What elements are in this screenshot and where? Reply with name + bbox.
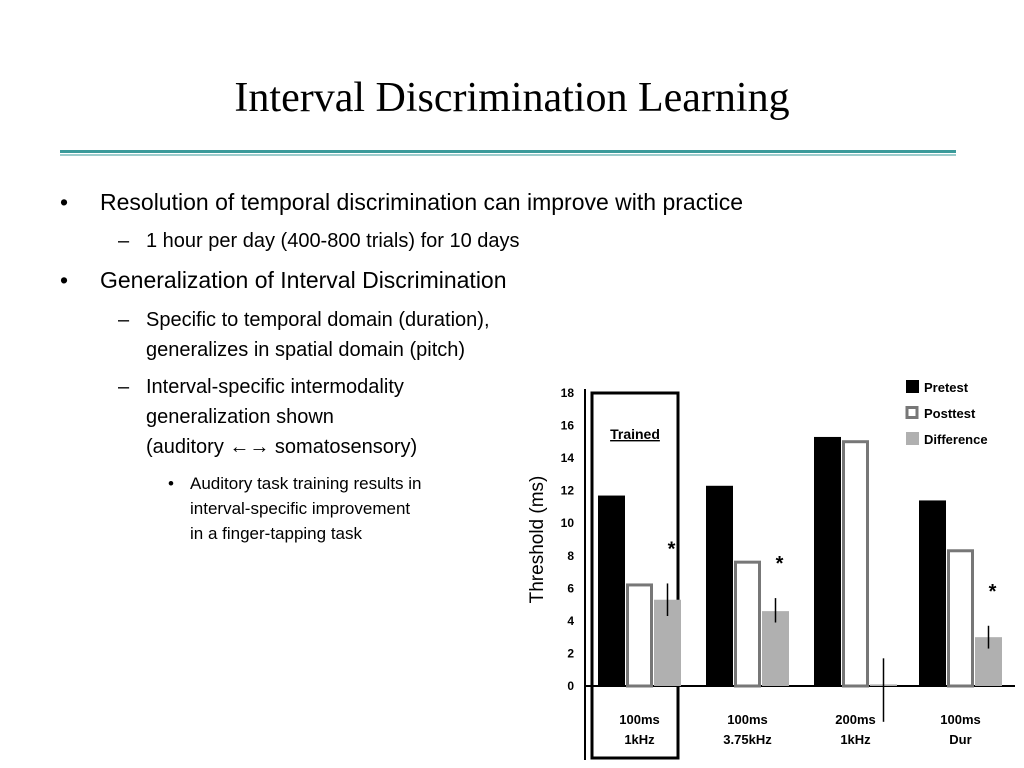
bar-pretest bbox=[814, 436, 841, 686]
x-category-label-line2: 3.75kHz bbox=[723, 732, 772, 747]
sub-bullet-marker: – bbox=[118, 309, 130, 331]
legend-label-pretest: Pretest bbox=[924, 380, 969, 395]
y-tick-label: 10 bbox=[561, 516, 575, 530]
bullet-intermodality-line1: Interval-specific intermodality bbox=[146, 376, 404, 398]
legend-label-posttest: Posttest bbox=[924, 406, 976, 421]
sub-bullet-marker: – bbox=[118, 230, 130, 252]
bar-difference bbox=[762, 611, 789, 686]
legend-swatch-pretest bbox=[906, 380, 919, 393]
y-tick-label: 0 bbox=[567, 679, 574, 693]
y-tick-label: 8 bbox=[567, 549, 574, 563]
bar-posttest bbox=[626, 583, 653, 688]
bar-pretest bbox=[706, 485, 733, 686]
bar-posttest bbox=[842, 440, 869, 688]
bullet-finger-tapping-line2: interval-specific improvement bbox=[190, 499, 411, 518]
bidirectional-arrow-icon: ←→ bbox=[229, 436, 270, 458]
x-category-label-line2: 1kHz bbox=[624, 732, 655, 747]
bullet-intermodality-line2: generalization shown bbox=[146, 406, 334, 428]
bullet-temporal-domain-line1: Specific to temporal domain (duration), bbox=[146, 309, 490, 331]
y-tick-label: 4 bbox=[567, 614, 574, 628]
significance-star: * bbox=[776, 553, 784, 575]
y-tick-label: 14 bbox=[561, 451, 575, 465]
sub-sub-bullet-marker: • bbox=[168, 474, 174, 493]
y-tick-label: 6 bbox=[567, 581, 574, 595]
bullet-intermodality-line3: (auditory ←→ somatosensory) bbox=[146, 436, 418, 458]
legend-label-difference: Difference bbox=[924, 432, 988, 447]
x-category-label-line1: 100ms bbox=[727, 712, 767, 727]
chart-bars: * * * bbox=[598, 436, 1002, 722]
bullet-generalization: Generalization of Interval Discriminatio… bbox=[100, 267, 507, 293]
y-tick-label: 16 bbox=[561, 419, 575, 433]
trained-highlight: Trained bbox=[590, 391, 680, 760]
title-rule-dark bbox=[60, 150, 956, 153]
x-category-label-line1: 200ms bbox=[835, 712, 875, 727]
bullet-resolution: Resolution of temporal discrimination ca… bbox=[100, 189, 744, 215]
y-axis-title: Threshold (ms) bbox=[527, 476, 548, 604]
slide-title: Interval Discrimination Learning bbox=[234, 75, 790, 121]
bar-pretest bbox=[598, 495, 625, 686]
bullet-temporal-domain-line2: generalizes in spatial domain (pitch) bbox=[146, 339, 466, 361]
chart-legend: Pretest Posttest Difference bbox=[905, 380, 988, 447]
legend-swatch-posttest bbox=[905, 406, 919, 419]
title-rule-light bbox=[60, 154, 956, 156]
bar-pretest bbox=[919, 500, 946, 686]
bar-posttest bbox=[734, 560, 761, 688]
legend-swatch-difference bbox=[906, 432, 919, 445]
bar-posttest bbox=[947, 549, 974, 688]
bullet-finger-tapping-line3: in a finger-tapping task bbox=[190, 524, 362, 543]
trained-highlight-box bbox=[590, 391, 680, 760]
x-category-label-line1: 100ms bbox=[940, 712, 980, 727]
x-category-label-line1: 100ms bbox=[619, 712, 659, 727]
bullet-practice-schedule: 1 hour per day (400-800 trials) for 10 d… bbox=[146, 230, 520, 252]
y-tick-label: 2 bbox=[567, 646, 574, 660]
x-category-label-line2: 1kHz bbox=[840, 732, 871, 747]
trained-label: Trained bbox=[610, 426, 660, 442]
significance-star: * bbox=[668, 538, 676, 560]
y-tick-label: 18 bbox=[561, 386, 575, 400]
bullet-marker: • bbox=[60, 267, 69, 293]
y-tick-label: 12 bbox=[561, 484, 575, 498]
x-category-label-line2: Dur bbox=[949, 732, 971, 747]
bullet-marker: • bbox=[60, 189, 69, 215]
sub-bullet-marker: – bbox=[118, 376, 130, 398]
chart-labels: 100ms 1kHz 100ms 3.75kHz 200ms 1kHz 100ms Dur bbox=[619, 712, 980, 747]
significance-star: * bbox=[989, 581, 997, 603]
bullet-finger-tapping-line1: Auditory task training results in bbox=[190, 474, 422, 493]
